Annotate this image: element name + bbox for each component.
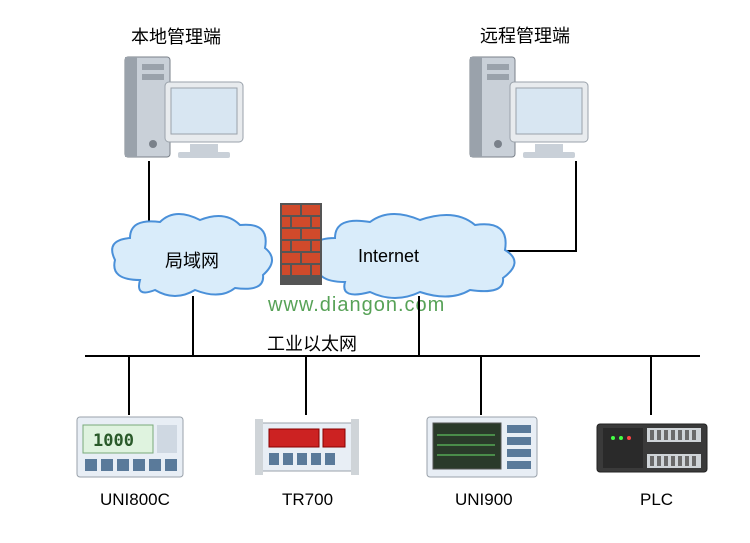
diagram-stage: 本地管理端 远程管理端 局域网 Internet bbox=[0, 0, 750, 543]
link-lan-bus bbox=[192, 296, 194, 355]
plc-icon bbox=[595, 418, 710, 478]
ethernet-bus bbox=[85, 355, 700, 357]
lan-label: 局域网 bbox=[165, 247, 219, 273]
local-mgmt-label: 本地管理端 bbox=[131, 23, 221, 49]
tr700-icon bbox=[255, 415, 360, 480]
link-remote-v bbox=[575, 161, 577, 251]
uni800c-label: UNI800C bbox=[100, 490, 170, 510]
uni800c-icon: 1000 bbox=[75, 415, 185, 480]
local-pc-icon bbox=[110, 52, 250, 167]
tr700-label: TR700 bbox=[282, 490, 333, 510]
link-internet-bus bbox=[418, 296, 420, 355]
svg-text:1000: 1000 bbox=[93, 431, 134, 451]
firewall-icon bbox=[280, 203, 322, 285]
drop-uni800c bbox=[128, 355, 130, 415]
drop-plc bbox=[650, 355, 652, 415]
remote-mgmt-label: 远程管理端 bbox=[480, 22, 570, 48]
remote-pc-icon bbox=[455, 52, 595, 167]
plc-label: PLC bbox=[640, 490, 673, 510]
internet-label: Internet bbox=[358, 246, 419, 267]
uni900-label: UNI900 bbox=[455, 490, 513, 510]
uni900-icon bbox=[425, 415, 540, 480]
ethernet-label: 工业以太网 bbox=[267, 330, 357, 356]
drop-tr700 bbox=[305, 355, 307, 415]
drop-uni900 bbox=[480, 355, 482, 415]
